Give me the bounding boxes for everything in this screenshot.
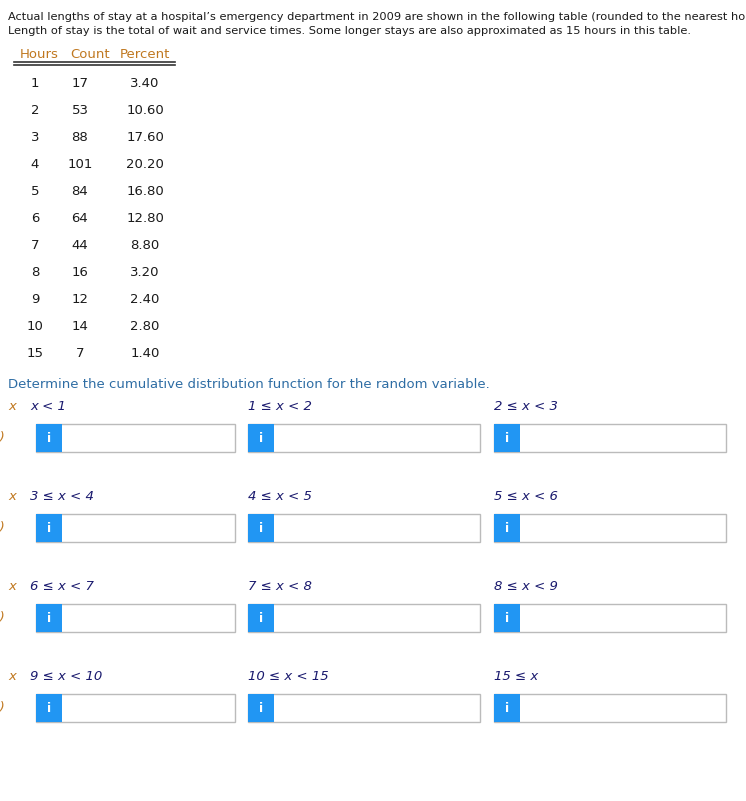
Text: i: i (505, 432, 509, 445)
Text: 20.20: 20.20 (126, 158, 164, 171)
Text: 7: 7 (76, 347, 84, 360)
Text: i: i (505, 702, 509, 714)
Bar (494, 424, 726, 452)
Text: 88: 88 (72, 131, 88, 144)
Bar (248, 424, 274, 452)
Bar (36, 424, 62, 452)
Text: 101: 101 (67, 158, 93, 171)
Text: i: i (259, 611, 263, 625)
Text: Determine the cumulative distribution function for the random variable.: Determine the cumulative distribution fu… (8, 378, 490, 391)
Bar (36, 694, 62, 722)
Text: 5: 5 (31, 185, 40, 198)
Text: 6 ≤ x < 7: 6 ≤ x < 7 (30, 580, 94, 593)
Text: 10: 10 (27, 320, 43, 333)
Text: 9 ≤ x < 10: 9 ≤ x < 10 (30, 670, 102, 683)
Bar (36, 694, 235, 722)
Text: F(x): F(x) (0, 521, 5, 534)
Text: 3: 3 (31, 131, 40, 144)
Bar (248, 604, 274, 632)
Text: i: i (47, 611, 51, 625)
Bar (494, 514, 520, 542)
Text: x: x (8, 670, 16, 683)
Text: 5 ≤ x < 6: 5 ≤ x < 6 (494, 490, 558, 503)
Text: 12.80: 12.80 (126, 212, 164, 225)
Text: x: x (8, 490, 16, 503)
Text: 16.80: 16.80 (126, 185, 164, 198)
Text: 7 ≤ x < 8: 7 ≤ x < 8 (248, 580, 312, 593)
Bar (494, 424, 520, 452)
Bar (248, 424, 480, 452)
Text: 1: 1 (31, 77, 40, 90)
Bar (248, 604, 480, 632)
Text: F(x): F(x) (0, 432, 5, 445)
Text: 17.60: 17.60 (126, 131, 164, 144)
Text: 15 ≤ x: 15 ≤ x (494, 670, 539, 683)
Bar (36, 514, 235, 542)
Text: 17: 17 (72, 77, 89, 90)
Text: Count: Count (70, 48, 110, 61)
Text: i: i (259, 432, 263, 445)
Text: 2.40: 2.40 (131, 293, 160, 306)
Text: i: i (505, 521, 509, 534)
Bar (248, 694, 274, 722)
Bar (36, 604, 62, 632)
Bar (494, 604, 726, 632)
Text: Actual lengths of stay at a hospital’s emergency department in 2009 are shown in: Actual lengths of stay at a hospital’s e… (8, 12, 746, 22)
Text: 8: 8 (31, 266, 40, 279)
Text: 10.60: 10.60 (126, 104, 164, 117)
Text: 53: 53 (72, 104, 89, 117)
Text: x < 1: x < 1 (30, 400, 66, 413)
Text: i: i (259, 702, 263, 714)
Text: 14: 14 (72, 320, 89, 333)
Bar (494, 694, 726, 722)
Text: 8.80: 8.80 (131, 239, 160, 252)
Text: 9: 9 (31, 293, 40, 306)
Text: 2: 2 (31, 104, 40, 117)
Text: 10 ≤ x < 15: 10 ≤ x < 15 (248, 670, 329, 683)
Text: i: i (505, 611, 509, 625)
Text: 3.20: 3.20 (131, 266, 160, 279)
Text: 44: 44 (72, 239, 88, 252)
Text: 8 ≤ x < 9: 8 ≤ x < 9 (494, 580, 558, 593)
Text: 3 ≤ x < 4: 3 ≤ x < 4 (30, 490, 94, 503)
Bar (36, 424, 235, 452)
Text: Length of stay is the total of wait and service times. Some longer stays are als: Length of stay is the total of wait and … (8, 26, 691, 36)
Bar (248, 514, 274, 542)
Text: 1.40: 1.40 (131, 347, 160, 360)
Text: 16: 16 (72, 266, 89, 279)
Text: 3.40: 3.40 (131, 77, 160, 90)
Text: Hours: Hours (20, 48, 59, 61)
Bar (494, 694, 520, 722)
Text: i: i (47, 432, 51, 445)
Text: x: x (8, 580, 16, 593)
Bar (494, 514, 726, 542)
Text: F(x): F(x) (0, 611, 5, 625)
Text: Percent: Percent (120, 48, 170, 61)
Bar (36, 604, 235, 632)
Text: 64: 64 (72, 212, 88, 225)
Text: 1 ≤ x < 2: 1 ≤ x < 2 (248, 400, 312, 413)
Bar (36, 514, 62, 542)
Text: 84: 84 (72, 185, 88, 198)
Text: 4: 4 (31, 158, 40, 171)
Text: i: i (47, 521, 51, 534)
Text: i: i (259, 521, 263, 534)
Text: 12: 12 (72, 293, 89, 306)
Text: 2 ≤ x < 3: 2 ≤ x < 3 (494, 400, 558, 413)
Text: 6: 6 (31, 212, 40, 225)
Text: 2.80: 2.80 (131, 320, 160, 333)
Text: F(x): F(x) (0, 702, 5, 714)
Text: 4 ≤ x < 5: 4 ≤ x < 5 (248, 490, 312, 503)
Text: 15: 15 (27, 347, 43, 360)
Bar (248, 694, 480, 722)
Bar (248, 514, 480, 542)
Text: x: x (8, 400, 16, 413)
Text: 7: 7 (31, 239, 40, 252)
Bar (494, 604, 520, 632)
Text: i: i (47, 702, 51, 714)
